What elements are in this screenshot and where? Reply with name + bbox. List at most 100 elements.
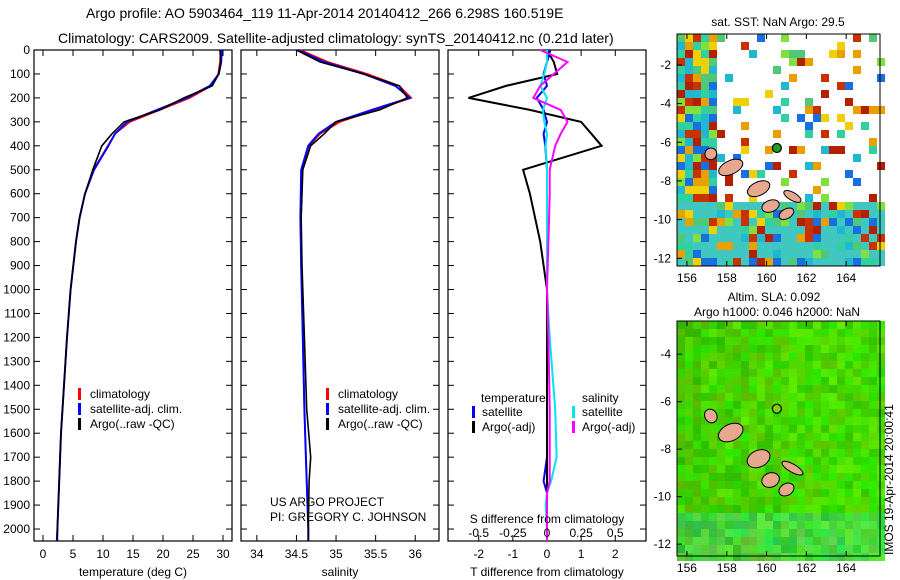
sst-cell — [741, 138, 749, 146]
sla-cell — [797, 329, 805, 337]
sst-cell — [701, 242, 709, 250]
sla-cell — [749, 441, 757, 449]
sla-cell — [813, 337, 821, 345]
sla-cell — [813, 401, 821, 409]
sst-cell — [693, 130, 701, 138]
sla-cell — [749, 537, 757, 545]
sla-cell — [813, 393, 821, 401]
sla-cell — [757, 441, 765, 449]
sst-cell — [685, 82, 693, 90]
sla-cell — [797, 473, 805, 481]
sla-cell — [725, 449, 733, 457]
sla-cell — [797, 441, 805, 449]
sst-cell — [741, 202, 749, 210]
sst-cell — [757, 218, 765, 226]
sla-cell — [733, 505, 741, 513]
sla-cell — [781, 497, 789, 505]
sst-cell — [869, 242, 877, 250]
sst-cell — [789, 250, 797, 258]
sla-cell — [693, 545, 701, 553]
legend-label: Argo(-adj) — [482, 420, 535, 434]
sla-cell — [837, 513, 845, 521]
sst-cell — [701, 162, 709, 170]
sla-cell — [789, 433, 797, 441]
sla-cell — [829, 473, 837, 481]
sla-cell — [717, 361, 725, 369]
sla-cell — [813, 505, 821, 513]
sla-cell — [725, 401, 733, 409]
sla-cell — [709, 433, 717, 441]
sla-cell — [861, 473, 869, 481]
sla-cell — [757, 417, 765, 425]
sla-cell — [797, 553, 805, 561]
sla-cell — [701, 513, 709, 521]
sst-cell — [869, 218, 877, 226]
sst-cell — [877, 58, 885, 66]
sst-cell — [685, 138, 693, 146]
sla-cell — [821, 505, 829, 513]
sla-cell — [869, 497, 877, 505]
sst-cell — [677, 106, 685, 114]
sla-cell — [749, 521, 757, 529]
sla-cell — [765, 497, 773, 505]
sla-cell — [693, 329, 701, 337]
sla-cell — [741, 321, 749, 329]
sst-cell — [805, 58, 813, 66]
y-tick-label: 1500 — [3, 402, 30, 416]
sla-cell — [717, 481, 725, 489]
sst-cell — [709, 66, 717, 74]
sla-cell — [861, 409, 869, 417]
sla-cell — [765, 329, 773, 337]
sla-cell — [725, 497, 733, 505]
sst-cell — [773, 250, 781, 258]
sla-cell — [789, 417, 797, 425]
sla-cell — [805, 337, 813, 345]
sla-cell — [773, 321, 781, 329]
sst-cell — [877, 202, 885, 210]
sla-cell — [837, 417, 845, 425]
sst-cell — [789, 218, 797, 226]
sla-cell — [765, 337, 773, 345]
sst-cell — [677, 66, 685, 74]
sla-cell — [837, 433, 845, 441]
sla-cell — [765, 385, 773, 393]
legend-header-temperature: temperature — [481, 391, 546, 405]
sla-cell — [853, 433, 861, 441]
sla-cell — [693, 465, 701, 473]
sla-cell — [773, 465, 781, 473]
sla-cell — [829, 321, 837, 329]
map-x-tick-label: 156 — [677, 271, 697, 285]
sla-cell — [877, 345, 885, 353]
sla-cell — [829, 553, 837, 561]
sst-cell — [685, 106, 693, 114]
sla-cell — [693, 537, 701, 545]
title-line-1: Argo profile: AO 5903464_119 11-Apr-2014… — [86, 5, 563, 21]
sla-cell — [789, 441, 797, 449]
map-y-tick-label: -12 — [654, 251, 672, 265]
sst-cell — [693, 106, 701, 114]
sla-cell — [781, 537, 789, 545]
sla-cell — [813, 473, 821, 481]
sla-cell — [693, 473, 701, 481]
sla-cell — [877, 441, 885, 449]
sst-cell — [813, 218, 821, 226]
map-y-tick-label: -4 — [660, 97, 671, 111]
sla-cell — [797, 393, 805, 401]
sla-cell — [853, 345, 861, 353]
sla-cell — [717, 497, 725, 505]
sla-cell — [773, 457, 781, 465]
sst-cell — [749, 250, 757, 258]
sla-cell — [685, 513, 693, 521]
sst-cell — [693, 202, 701, 210]
sst-cell — [701, 82, 709, 90]
sla-cell — [845, 521, 853, 529]
sst-cell — [837, 130, 845, 138]
sst-cell — [781, 82, 789, 90]
sla-cell — [749, 529, 757, 537]
sst-cell — [853, 202, 861, 210]
sla-cell — [797, 409, 805, 417]
x-tick-label: 35.5 — [364, 547, 388, 561]
sst-cell — [709, 234, 717, 242]
sla-cell — [829, 393, 837, 401]
